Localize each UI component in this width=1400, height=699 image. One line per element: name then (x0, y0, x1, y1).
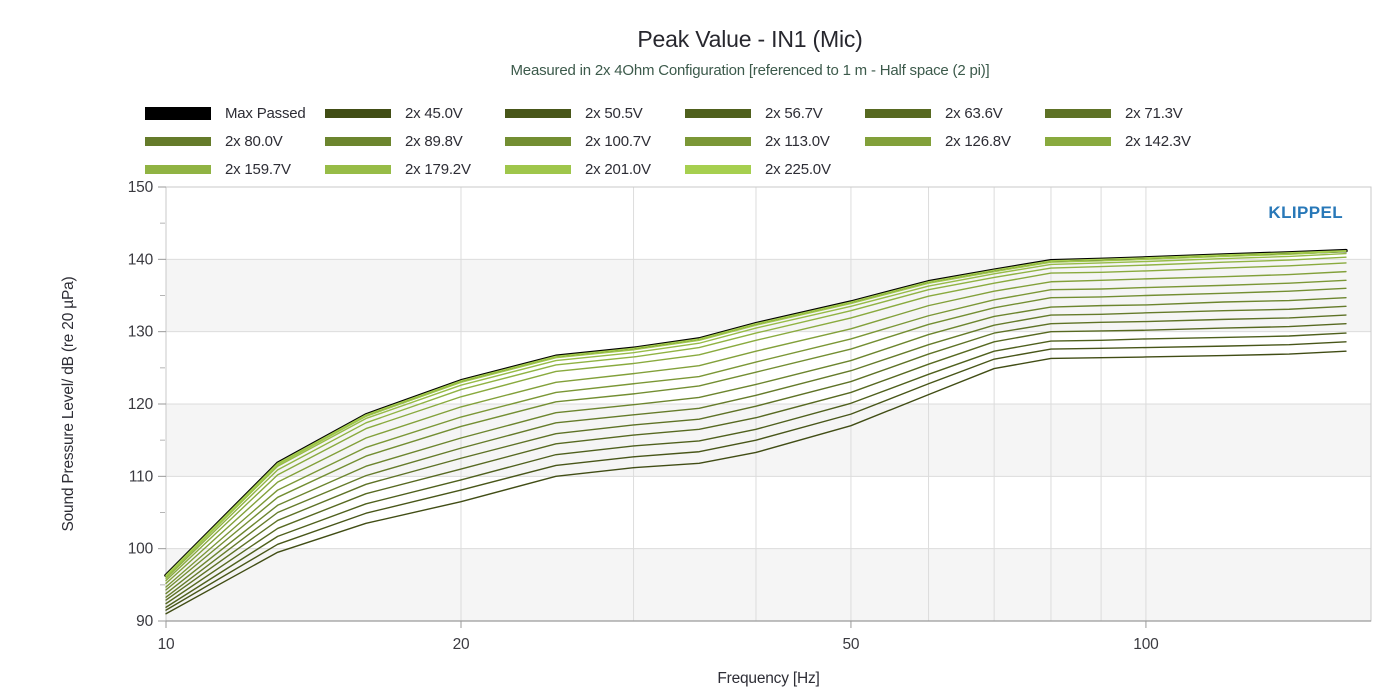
legend-label: 2x 179.2V (405, 160, 471, 178)
legend-item-2x-142.3v: 2x 142.3V (1045, 133, 1225, 150)
legend-label: 2x 113.0V (765, 132, 830, 150)
y-tick-label: 100 (128, 541, 154, 558)
klippel-logo: KLIPPEL (1268, 203, 1343, 222)
legend-swatch (505, 108, 571, 118)
x-tick-label: 50 (843, 636, 860, 653)
legend-item-2x-56.7v: 2x 56.7V (685, 105, 865, 122)
legend-swatch (1045, 108, 1111, 118)
legend-item-2x-225.0v: 2x 225.0V (685, 161, 865, 178)
curve-2x-113.0v (165, 279, 1347, 588)
legend-label: 2x 56.7V (765, 104, 823, 122)
legend-swatch (505, 164, 571, 174)
curve-2x-50.5v (165, 341, 1347, 611)
legend-label: 2x 80.0V (225, 132, 283, 150)
legend-label: 2x 63.6V (945, 104, 1003, 122)
curve-2x-63.6v (165, 323, 1347, 605)
legend-label: 2x 201.0V (585, 160, 651, 178)
legend-swatch (1045, 136, 1111, 146)
x-tick-label: 100 (1133, 636, 1159, 653)
x-tick-label: 10 (158, 636, 175, 653)
curve-2x-201.0v (165, 250, 1347, 577)
legend-item-2x-50.5v: 2x 50.5V (505, 105, 685, 122)
curve-2x-159.7v (165, 256, 1347, 580)
legend-label: 2x 142.3V (1125, 132, 1191, 150)
legend-item-2x-113.0v: 2x 113.0V (685, 133, 865, 150)
curve-2x-100.7v (165, 287, 1347, 591)
legend-row-3: 2x 159.7V 2x 179.2V 2x 201.0V 2x 225.0V (145, 155, 1225, 183)
y-tick-label: 140 (128, 251, 154, 268)
y-axis-title: Sound Pressure Level/ dB (re 20 µPa) (60, 276, 77, 532)
legend-item-2x-71.3v: 2x 71.3V (1045, 105, 1225, 122)
legend-item-2x-126.8v: 2x 126.8V (865, 133, 1045, 150)
legend-swatch (325, 108, 391, 118)
y-tick-label: 120 (128, 396, 154, 413)
legend-swatch (505, 136, 571, 146)
y-tick-label: 110 (129, 468, 154, 485)
legend-swatch (865, 136, 931, 146)
legend-label: 2x 159.7V (225, 160, 291, 178)
legend-item-2x-159.7v: 2x 159.7V (145, 161, 325, 178)
curve-2x-80.0v (165, 305, 1347, 598)
legend-label: 2x 50.5V (585, 104, 643, 122)
curve-2x-225.0v (165, 249, 1347, 577)
curve-2x-45.0v (165, 350, 1347, 615)
legend-label: 2x 71.3V (1125, 104, 1183, 122)
chart-subtitle: Measured in 2x 4Ohm Configuration [refer… (510, 62, 990, 79)
legend-item-2x-63.6v: 2x 63.6V (865, 105, 1045, 122)
legend-item-max-passed: Max Passed (145, 105, 325, 122)
curve-2x-71.3v (165, 314, 1347, 601)
band (166, 548, 1371, 621)
legend: Max Passed 2x 45.0V 2x 50.5V 2x 56.7V 2x 63.… (145, 99, 1225, 183)
curve-2x-56.7v (165, 332, 1347, 608)
legend-label: 2x 225.0V (765, 160, 831, 178)
curve-2x-142.3v (165, 262, 1347, 582)
legend-swatch (145, 106, 211, 120)
legend-item-2x-80.0v: 2x 80.0V (145, 133, 325, 150)
legend-item-2x-45.0v: 2x 45.0V (325, 105, 505, 122)
legend-label: 2x 45.0V (405, 104, 463, 122)
legend-item-2x-100.7v: 2x 100.7V (505, 133, 685, 150)
y-tick-label: 130 (128, 324, 154, 341)
legend-swatch (145, 164, 211, 174)
legend-swatch (685, 108, 751, 118)
legend-label: 2x 89.8V (405, 132, 463, 150)
y-tick-label: 150 (128, 179, 154, 196)
legend-swatch (685, 164, 751, 174)
legend-label: Max Passed (225, 104, 306, 122)
curve-2x-179.2v (165, 252, 1347, 578)
chart-title: Peak Value - IN1 (Mic) (637, 26, 863, 52)
curve-2x-126.8v (165, 270, 1347, 585)
legend-label: 2x 126.8V (945, 132, 1011, 150)
y-tick-label: 90 (136, 613, 153, 630)
legend-swatch (865, 108, 931, 118)
legend-swatch (325, 164, 391, 174)
legend-row-1: Max Passed 2x 45.0V 2x 50.5V 2x 56.7V 2x 63.… (145, 99, 1225, 127)
legend-swatch (145, 136, 211, 146)
x-tick-label: 20 (453, 636, 470, 653)
x-axis-title: Frequency [Hz] (717, 670, 820, 687)
legend-label: 2x 100.7V (585, 132, 651, 150)
legend-item-2x-89.8v: 2x 89.8V (325, 133, 505, 150)
legend-item-2x-201.0v: 2x 201.0V (505, 161, 685, 178)
legend-swatch (325, 136, 391, 146)
legend-swatch (685, 136, 751, 146)
curve-2x-89.8v (165, 296, 1347, 595)
legend-item-2x-179.2v: 2x 179.2V (325, 161, 505, 178)
legend-row-2: 2x 80.0V 2x 89.8V 2x 100.7V 2x 113.0V 2x 126… (145, 127, 1225, 155)
